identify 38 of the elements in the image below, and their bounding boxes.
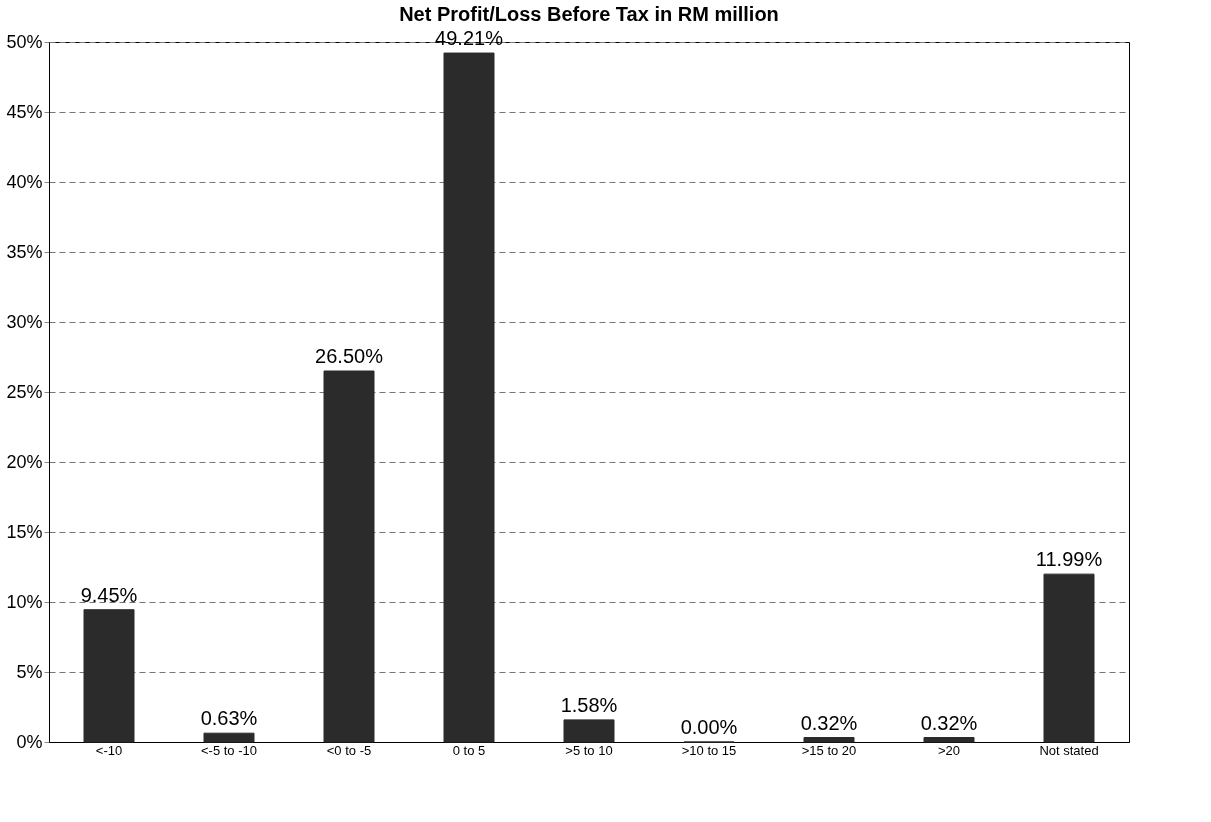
- data-label: 0.32%: [800, 711, 858, 734]
- bar: [443, 52, 495, 743]
- y-tick-label: 45%: [6, 101, 43, 122]
- bar: [203, 732, 255, 743]
- y-tick-label: 5%: [16, 661, 43, 682]
- data-label: 0.00%: [680, 716, 738, 738]
- x-tick-label: >15 to 20: [801, 742, 857, 758]
- data-label: 9.45%: [80, 583, 138, 606]
- data-label: 11.99%: [1035, 548, 1103, 571]
- y-tick-label: 15%: [6, 521, 43, 542]
- chart-title: Net Profit/Loss Before Tax in RM million: [399, 3, 779, 26]
- x-tick-label: >5 to 10: [565, 742, 613, 758]
- y-tick-label: 25%: [6, 381, 43, 402]
- x-tick-label: <0 to -5: [326, 742, 372, 758]
- x-tick-label: 0 to 5: [452, 742, 486, 758]
- y-tick-label: 30%: [6, 311, 43, 332]
- x-tick-label: >20: [937, 742, 961, 758]
- data-label: 0.63%: [200, 707, 258, 730]
- bar: [83, 609, 135, 743]
- x-tick-label: Not stated: [1039, 742, 1099, 758]
- bar: [563, 719, 615, 743]
- y-tick-label: 50%: [6, 31, 43, 52]
- data-label: 0.32%: [920, 711, 978, 734]
- x-tick-label: <-5 to -10: [200, 742, 258, 758]
- y-tick-label: 20%: [6, 451, 43, 472]
- bar: [323, 370, 375, 743]
- y-tick-label: 0%: [16, 731, 43, 752]
- bar: [803, 737, 855, 743]
- data-label: 1.58%: [560, 693, 618, 716]
- x-tick-label: <-10: [95, 742, 123, 758]
- data-label: 26.50%: [315, 345, 384, 367]
- bar: [1043, 573, 1095, 743]
- bar: [923, 737, 975, 743]
- x-tick-label: >10 to 15: [681, 742, 737, 758]
- y-tick-label: 40%: [6, 171, 43, 192]
- y-tick-label: 10%: [6, 591, 43, 612]
- y-tick-label: 35%: [6, 241, 43, 262]
- data-label: 49.21%: [435, 27, 504, 50]
